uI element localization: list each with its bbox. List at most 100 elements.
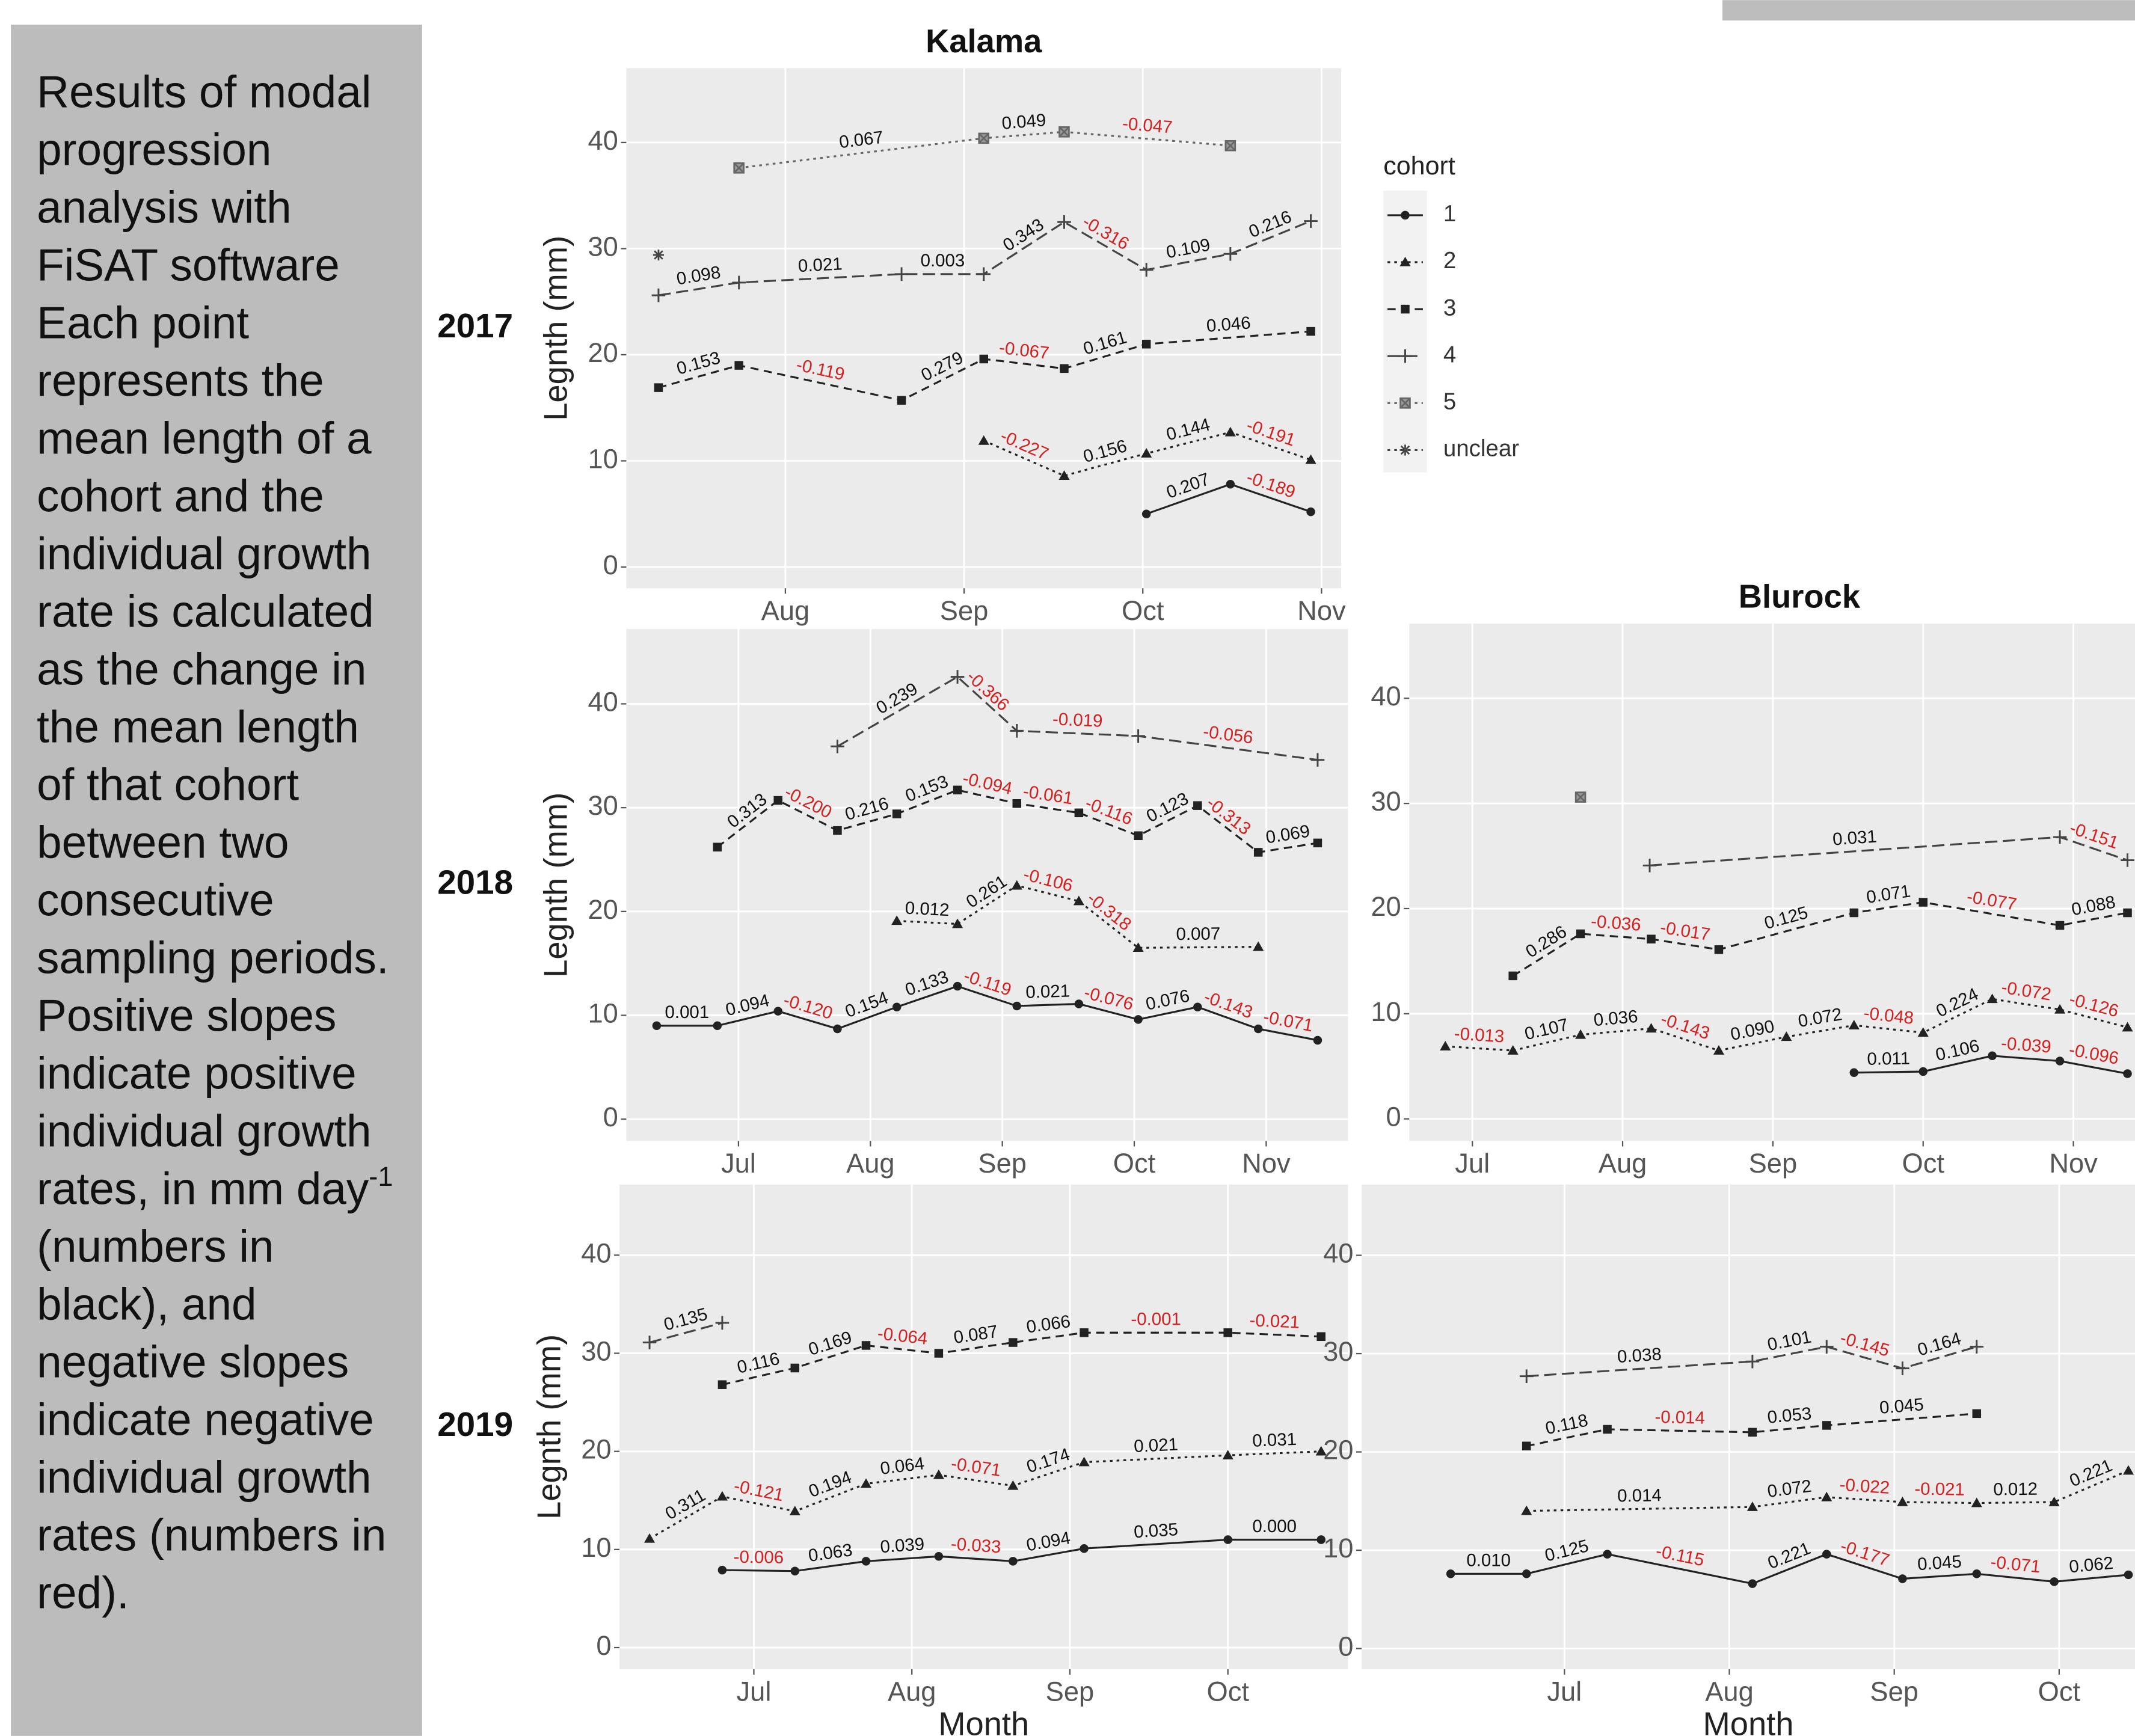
marker [1781, 1031, 1792, 1041]
marker-part [892, 1002, 902, 1011]
marker-part [716, 1491, 728, 1501]
marker-part [978, 435, 989, 445]
marker-part [1222, 1450, 1233, 1459]
marker [861, 1341, 871, 1350]
x-tick-label: Jul [737, 1676, 772, 1707]
marker [1918, 898, 1928, 907]
y-tick-label: 30 [1323, 1336, 1353, 1367]
rate-label: 0.053 [1766, 1403, 1812, 1428]
rate-label: 0.012 [1993, 1479, 2038, 1500]
marker-part [1986, 993, 1998, 1004]
marker [894, 267, 909, 281]
y-tick-label: 10 [588, 998, 618, 1028]
x-axis-label: Month [1703, 1705, 1794, 1736]
marker-part [1224, 426, 1236, 437]
marker-part [1080, 1544, 1089, 1553]
x-tick-label: Sep [1749, 1148, 1798, 1179]
legend-label: 4 [1443, 342, 1456, 367]
row-label: 2017 [437, 307, 513, 345]
marker [717, 1380, 727, 1389]
marker [1253, 1024, 1263, 1034]
marker [1849, 1068, 1859, 1078]
y-tick-label: 40 [588, 686, 618, 717]
marker [717, 1565, 727, 1575]
marker-part [713, 1021, 722, 1031]
marker-part [715, 1316, 730, 1330]
marker-part [1647, 934, 1656, 943]
marker-part [979, 354, 989, 364]
marker-part [1074, 999, 1084, 1008]
rate-label: 0.036 [1593, 1007, 1639, 1030]
marker [1896, 1361, 1909, 1375]
marker-part [1009, 1338, 1018, 1347]
marker [1603, 1425, 1612, 1434]
marker [833, 826, 842, 835]
marker [1508, 971, 1517, 981]
caption-text: individual growth [37, 528, 371, 578]
marker [1315, 1446, 1327, 1456]
caption-text: red). [37, 1567, 129, 1618]
marker-part [952, 918, 963, 928]
legend-label: 1 [1443, 201, 1456, 227]
rate-label: -0.006 [733, 1547, 784, 1568]
marker-part [790, 1566, 800, 1575]
marker-part [1253, 1024, 1263, 1034]
marker [1399, 256, 1411, 266]
marker-part [1139, 263, 1154, 277]
marker [1139, 263, 1154, 277]
marker [1141, 340, 1151, 349]
marker [953, 981, 962, 991]
rate-label: -0.039 [2000, 1033, 2052, 1057]
rate-label: -0.021 [1914, 1479, 1965, 1500]
caption-text: sampling periods. [37, 932, 389, 983]
marker-part [1134, 831, 1143, 841]
marker-part [1073, 895, 1084, 906]
y-tick-label: 0 [596, 1630, 611, 1661]
marker-part [1821, 1491, 1832, 1501]
caption-line: Each point [37, 297, 249, 348]
marker-part [2121, 853, 2134, 867]
marker [1007, 1480, 1019, 1490]
marker-part [1012, 1001, 1022, 1011]
rate-label: -0.013 [1454, 1023, 1505, 1046]
marker-part [1576, 929, 1585, 939]
marker-part [1310, 753, 1325, 767]
y-tick-label: 40 [581, 1238, 611, 1268]
caption-text: represents the [37, 355, 324, 405]
marker-part [1316, 1535, 1326, 1544]
marker-part [2123, 1069, 2132, 1078]
caption-line: of that cohort [37, 759, 299, 809]
marker [1060, 364, 1069, 373]
marker-part [1970, 1340, 1984, 1354]
y-tick-label: 30 [581, 1336, 611, 1366]
x-tick-label: Sep [978, 1148, 1027, 1179]
series-line [658, 220, 1312, 296]
marker-part [1074, 808, 1084, 818]
legend-label: 2 [1443, 248, 1456, 274]
x-tick-label: Sep [1870, 1676, 1918, 1707]
marker [713, 842, 722, 852]
caption-line: represents the [37, 355, 324, 405]
caption-text: negative slopes [37, 1336, 349, 1387]
marker [1575, 1029, 1587, 1039]
y-tick-label: 20 [1323, 1435, 1353, 1465]
marker [1011, 880, 1022, 890]
caption-text: of that cohort [37, 759, 299, 809]
marker [1398, 349, 1412, 363]
marker [950, 670, 965, 684]
marker [1713, 1044, 1724, 1055]
marker [1305, 454, 1316, 464]
rate-label: 0.010 [1466, 1551, 1511, 1571]
marker-part [773, 1007, 782, 1016]
marker [773, 1007, 782, 1016]
marker [1073, 895, 1084, 906]
caption-line: rates, in mm day-1 [37, 1161, 393, 1213]
marker-part [1401, 210, 1410, 220]
marker-part [897, 396, 906, 405]
plot-background [619, 1184, 1348, 1669]
marker [1574, 791, 1587, 803]
rate-label: 0.021 [797, 254, 843, 276]
marker [790, 1566, 800, 1575]
marker [1746, 1501, 1758, 1511]
marker-part [654, 383, 663, 392]
